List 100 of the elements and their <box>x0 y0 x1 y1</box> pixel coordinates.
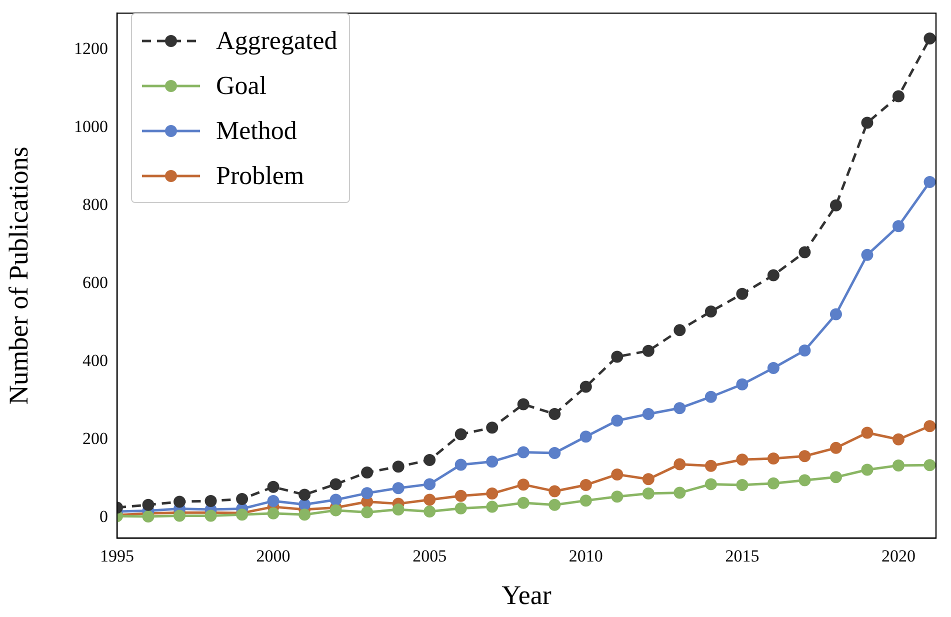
point <box>674 324 686 336</box>
point <box>267 480 280 493</box>
point <box>454 490 467 502</box>
point <box>580 478 592 491</box>
y-tick-label: 800 <box>82 194 108 214</box>
point <box>298 508 311 521</box>
point <box>454 458 467 471</box>
point <box>142 510 154 523</box>
point <box>174 510 186 522</box>
x-axis-title: Year <box>502 580 552 610</box>
point <box>580 494 592 507</box>
point <box>424 494 436 506</box>
point <box>486 500 498 513</box>
point <box>486 456 498 468</box>
point <box>392 504 404 516</box>
point <box>642 488 654 500</box>
y-tick-label: 600 <box>82 272 108 292</box>
point <box>830 199 842 212</box>
point <box>548 408 561 420</box>
point <box>642 473 654 486</box>
legend-label: Problem <box>216 160 304 190</box>
x-tick-label: 2020 <box>881 546 916 566</box>
x-tick-label: 2005 <box>412 546 447 566</box>
point <box>830 442 842 454</box>
point <box>454 428 467 440</box>
point <box>548 485 561 498</box>
point <box>892 459 904 472</box>
point <box>924 459 936 472</box>
point <box>861 116 874 129</box>
point <box>486 488 498 500</box>
point <box>424 505 436 518</box>
point <box>361 466 374 478</box>
point <box>736 288 748 300</box>
y-tick-label: 0 <box>100 506 108 526</box>
point <box>330 478 342 490</box>
point <box>704 478 717 490</box>
point <box>861 248 874 261</box>
point <box>548 447 561 460</box>
point <box>642 344 654 357</box>
point <box>736 454 748 466</box>
point <box>517 446 530 458</box>
point <box>267 494 280 507</box>
y-axis-title: Number of Publications <box>3 146 34 405</box>
point <box>611 490 624 503</box>
point <box>204 494 217 507</box>
point <box>798 474 811 486</box>
point <box>767 362 780 374</box>
point <box>798 450 811 462</box>
point <box>798 246 811 258</box>
legend-label: Aggregated <box>216 26 338 56</box>
point <box>892 220 904 232</box>
point <box>580 430 592 443</box>
point <box>392 460 404 473</box>
point <box>736 378 748 390</box>
point <box>424 478 436 490</box>
point <box>798 344 811 356</box>
x-tick-label: 2000 <box>256 546 290 566</box>
point <box>611 350 624 363</box>
point <box>517 478 530 491</box>
point <box>861 426 874 439</box>
point <box>611 468 624 480</box>
point <box>580 380 592 393</box>
point <box>736 478 748 491</box>
y-tick-label: 1200 <box>74 38 108 58</box>
point <box>204 510 217 522</box>
point <box>517 398 530 410</box>
point <box>924 176 936 188</box>
legend-label: Goal <box>216 70 267 100</box>
point <box>892 90 904 102</box>
point <box>767 452 780 464</box>
point <box>548 498 561 511</box>
point <box>267 507 280 520</box>
y-tick-label: 1000 <box>74 116 108 136</box>
point <box>142 498 154 511</box>
point <box>704 305 717 318</box>
point <box>767 269 780 282</box>
point <box>361 487 374 500</box>
point <box>424 454 436 466</box>
point <box>924 420 936 432</box>
y-tick-label: 400 <box>82 350 108 370</box>
point <box>924 32 936 45</box>
point <box>642 408 654 420</box>
point <box>486 422 498 434</box>
point <box>174 496 186 508</box>
point <box>361 506 374 518</box>
point <box>454 502 467 514</box>
x-tick-label: 1995 <box>100 546 134 566</box>
point <box>236 493 248 506</box>
point <box>674 402 686 414</box>
point <box>674 458 686 470</box>
point <box>611 414 624 427</box>
point <box>392 482 404 494</box>
point <box>704 390 717 403</box>
point <box>861 464 874 476</box>
y-tick-label: 200 <box>82 428 108 448</box>
point <box>517 496 530 509</box>
point <box>704 460 717 472</box>
point <box>830 308 842 320</box>
point <box>674 486 686 499</box>
point <box>767 477 780 490</box>
